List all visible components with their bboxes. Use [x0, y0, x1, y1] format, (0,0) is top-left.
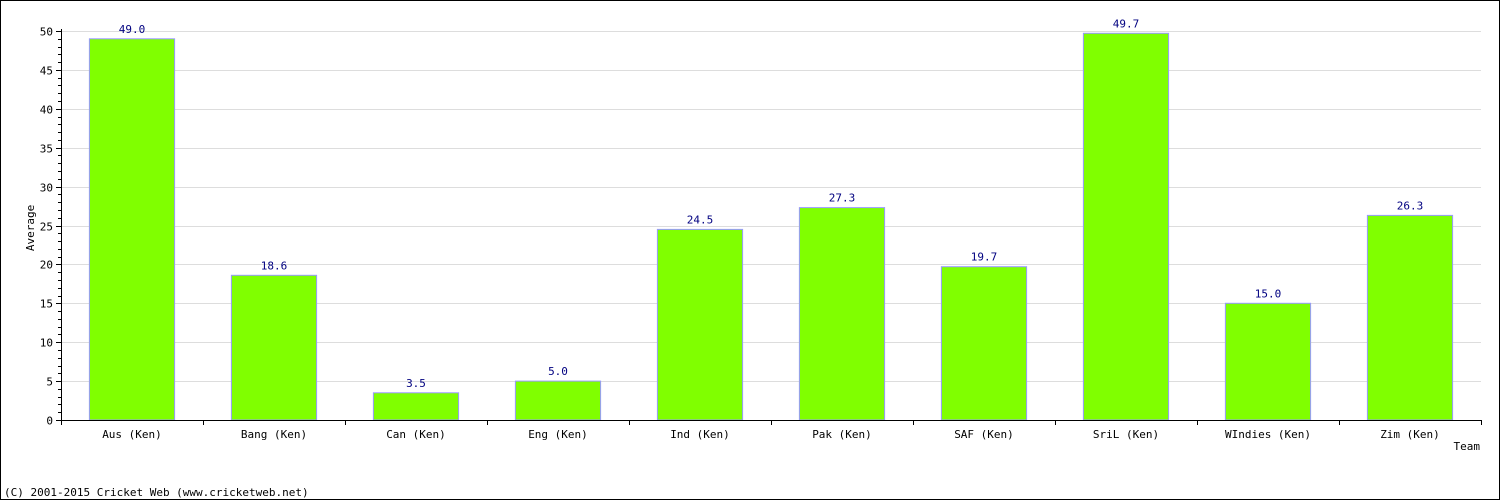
bar [798, 207, 886, 421]
bar [230, 274, 318, 421]
y-tick-label: 0 [46, 415, 53, 428]
bar [372, 392, 460, 421]
x-tick-label: SriL (Ken) [1093, 428, 1159, 441]
bar [1224, 302, 1312, 421]
y-tick-label: 30 [40, 182, 53, 195]
bar [1082, 32, 1170, 421]
bars [88, 32, 1454, 421]
bar-value-label: 49.0 [119, 23, 146, 36]
bar-value-label: 15.0 [1255, 287, 1282, 300]
y-tick-label: 45 [40, 65, 53, 78]
x-tick-label: Can (Ken) [386, 428, 446, 441]
y-tick-label: 35 [40, 143, 53, 156]
bar-value-label: 19.7 [971, 251, 998, 264]
y-tick-label: 25 [40, 221, 53, 234]
labels: 0 5 10 15 20 25 30 35 40 45 50 49.0 Aus (Ken) 18.6 Ban… [40, 17, 1440, 441]
axes [56, 29, 1482, 425]
bar [88, 38, 176, 421]
x-tick-label: Zim (Ken) [1380, 428, 1440, 441]
y-tick-label: 10 [40, 337, 53, 350]
bar-value-label: 24.5 [687, 213, 714, 226]
x-tick-label: Ind (Ken) [670, 428, 730, 441]
bar [1366, 214, 1454, 421]
bar-value-label: 49.7 [1113, 17, 1140, 30]
x-tick-label: Aus (Ken) [102, 428, 162, 441]
bar [656, 228, 744, 421]
y-axis-title: Average [24, 205, 37, 251]
x-axis-title: Team [1454, 440, 1481, 453]
y-tick-label: 20 [40, 259, 53, 272]
y-tick-label: 50 [40, 26, 53, 39]
bar-value-label: 27.3 [829, 192, 856, 205]
copyright-notice: (C) 2001-2015 Cricket Web (www.cricketwe… [4, 486, 309, 499]
bar [940, 266, 1028, 421]
bar-value-label: 26.3 [1397, 199, 1424, 212]
x-tick-label: WIndies (Ken) [1225, 428, 1311, 441]
x-tick-label: Pak (Ken) [812, 428, 872, 441]
x-tick-label: Bang (Ken) [241, 428, 307, 441]
y-tick-label: 40 [40, 104, 53, 117]
x-tick-label: SAF (Ken) [954, 428, 1014, 441]
bar [514, 380, 602, 421]
bar-value-label: 3.5 [406, 377, 426, 390]
x-tick-label: Eng (Ken) [528, 428, 588, 441]
bar-value-label: 18.6 [261, 259, 288, 272]
bar-value-label: 5.0 [548, 365, 568, 378]
y-tick-label: 15 [40, 298, 53, 311]
y-tick-label: 5 [46, 376, 53, 389]
